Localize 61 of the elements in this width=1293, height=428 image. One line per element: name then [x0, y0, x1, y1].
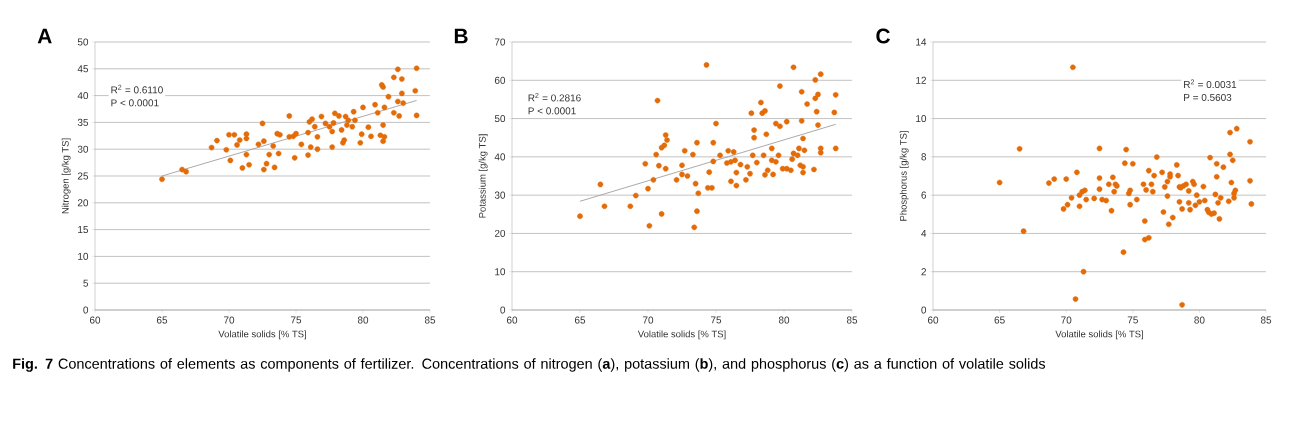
y-tick-label: 60	[494, 76, 506, 84]
chart-title: C	[876, 28, 891, 44]
annotation: P < 0.0001	[528, 107, 576, 115]
x-tick-label: 70	[642, 316, 654, 324]
y-tick-label: 0	[921, 306, 927, 314]
y-tick-label: 30	[77, 145, 89, 153]
text: Fig. 7 Concentrations of elements as components of fertilizer. Concentrations of nitrogen (a), potassium (b), and phosphorus (c) as a function of volatile solids	[13, 358, 1046, 372]
y-tick-label: 20	[494, 229, 506, 237]
y-axis-title: Potassium [g/kg TS]	[478, 134, 488, 218]
x-tick-label: 70	[1061, 316, 1072, 324]
x-tick-label: 80	[778, 316, 790, 324]
annotation: P < 0.0001	[111, 99, 159, 107]
y-tick-label: 0	[83, 306, 89, 314]
annotation: R$^{2}$ = 0.2816	[528, 92, 581, 102]
x-tick-label: 75	[290, 316, 302, 324]
x-tick-label: 85	[846, 316, 858, 324]
y-tick-label: 35	[77, 118, 89, 126]
x-tick-label: 80	[1194, 316, 1205, 324]
y-tick-label: 50	[77, 38, 89, 46]
x-tick-label: 75	[1127, 316, 1138, 324]
y-tick-label: 50	[494, 115, 506, 123]
y-tick-label: 0	[500, 306, 506, 314]
x-tick-label: 65	[574, 316, 586, 324]
chart-title: B	[454, 28, 468, 44]
x-tick-label: 65	[994, 316, 1005, 324]
x-tick-label: 85	[1260, 316, 1272, 324]
x-tick-label: 85	[424, 316, 436, 324]
y-tick-label: 12	[916, 76, 926, 84]
y-tick-label: 4	[921, 229, 927, 237]
y-axis-title: Nitrogen [g/kg TS]	[61, 138, 71, 214]
y-tick-label: 40	[77, 92, 89, 100]
x-axis-title: Volatile solids [% TS]	[1055, 330, 1144, 340]
y-tick-label: 10	[78, 252, 89, 260]
y-tick-label: 20	[77, 199, 89, 207]
x-tick-label: 70	[223, 316, 235, 324]
y-tick-label: 10	[495, 268, 506, 276]
x-axis-title: Volatile solids [% TS]	[218, 330, 306, 340]
x-tick-label: 65	[156, 316, 168, 324]
annotation: P = 0.5603	[1184, 93, 1232, 101]
chart-title: A	[37, 28, 52, 44]
y-tick-label: 10	[916, 115, 927, 123]
y-tick-label: 5	[83, 279, 89, 287]
y-axis-title: Phosphorus [g/kg TS]	[899, 131, 909, 221]
x-tick-label: 60	[927, 316, 939, 324]
y-tick-label: 6	[921, 191, 927, 199]
y-tick-label: 45	[77, 65, 89, 73]
x-tick-label: 60	[89, 316, 101, 324]
y-tick-label: 2	[921, 268, 926, 276]
annotation: R$^{2}$ = 0.0031	[1184, 79, 1237, 89]
y-tick-label: 70	[494, 38, 506, 46]
x-axis-title: Volatile solids [% TS]	[637, 330, 726, 340]
y-tick-label: 15	[78, 226, 89, 234]
y-tick-label: 8	[921, 153, 927, 161]
x-tick-label: 60	[506, 316, 518, 324]
x-tick-label: 75	[710, 316, 722, 324]
y-tick-label: 14	[916, 38, 927, 46]
x-tick-label: 80	[357, 316, 369, 324]
y-tick-label: 40	[494, 153, 506, 161]
y-tick-label: 25	[77, 172, 89, 180]
y-tick-label: 30	[494, 191, 506, 199]
annotation: R$^{2}$ = 0.6110	[111, 84, 163, 94]
